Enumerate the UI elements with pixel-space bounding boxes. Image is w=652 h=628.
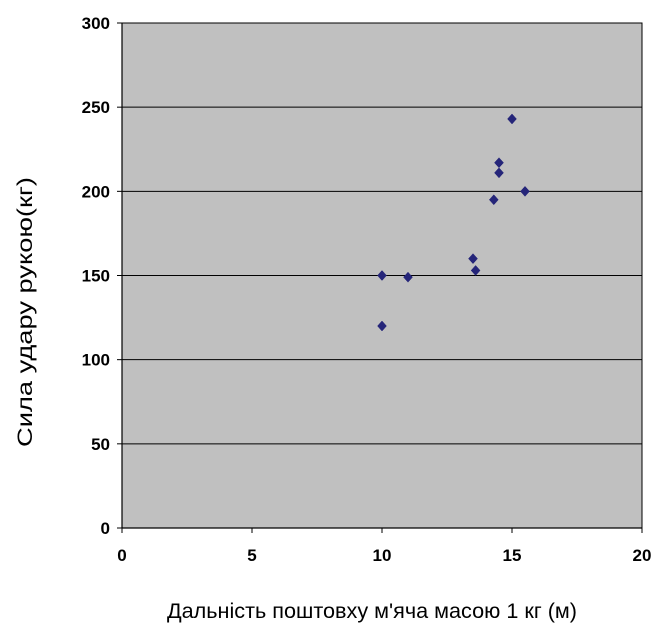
x-tick-label: 5 <box>247 546 256 565</box>
x-tick-label: 0 <box>117 546 126 565</box>
data-point <box>470 265 481 276</box>
y-tick-label: 0 <box>101 519 110 538</box>
data-point <box>488 194 499 206</box>
data-point <box>507 113 517 125</box>
data-point <box>520 185 530 197</box>
gridlines <box>122 106 642 445</box>
data-point <box>377 320 387 332</box>
y-tick-label: 50 <box>91 435 110 454</box>
x-axis-tick-labels: 0 5 10 15 20 <box>117 546 651 565</box>
y-axis-tick-labels: 0 50 100 150 200 250 300 <box>82 14 110 538</box>
data-points <box>377 113 530 332</box>
data-point <box>494 157 504 169</box>
data-point <box>494 167 504 179</box>
y-tick-label: 200 <box>82 182 110 201</box>
y-tick-label: 150 <box>82 267 110 286</box>
x-tick-label: 10 <box>373 546 392 565</box>
y-tick-label: 300 <box>82 14 110 33</box>
data-point <box>403 271 413 283</box>
x-axis-title: Дальність поштовху м'яча масою 1 кг (м) <box>167 600 577 623</box>
data-point <box>468 253 478 265</box>
y-tick-label: 250 <box>82 98 110 117</box>
y-axis-title: Сила удару рукою(кг) <box>14 177 37 447</box>
x-tick-label: 20 <box>633 546 652 565</box>
x-tick-label: 15 <box>503 546 522 565</box>
y-tick-label: 100 <box>82 351 110 370</box>
axes <box>117 22 643 533</box>
data-point <box>377 270 387 281</box>
